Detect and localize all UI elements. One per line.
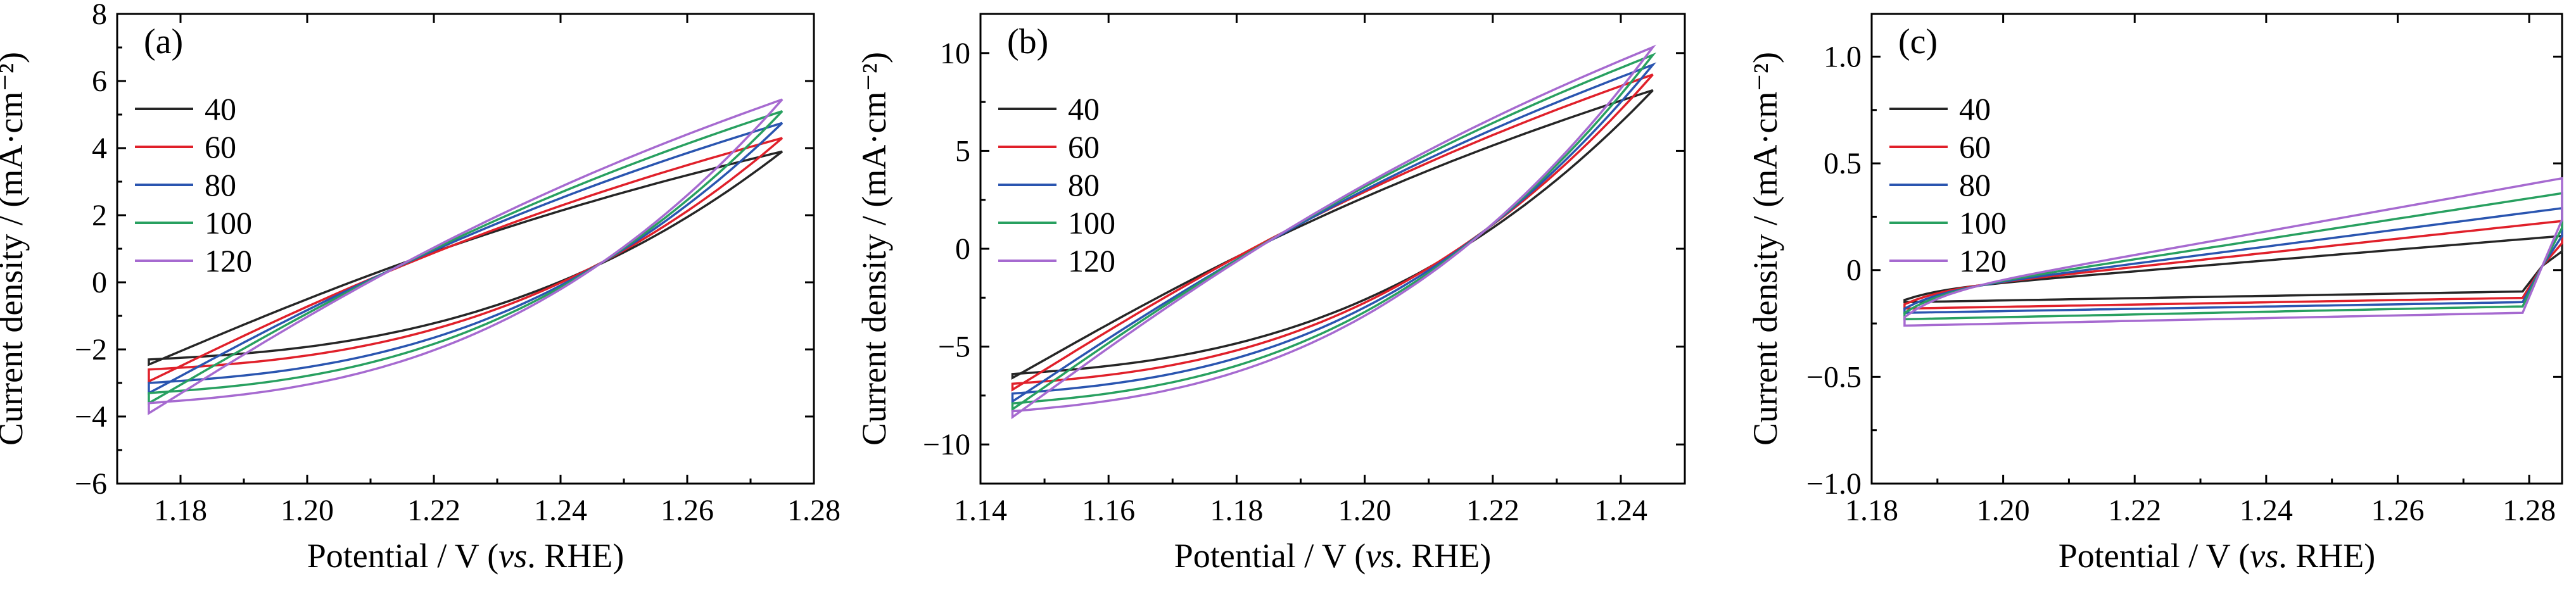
- cv-curve-120: [148, 98, 784, 415]
- legend-label-40: 40: [1959, 91, 1991, 127]
- x-tick-label: 1.22: [2108, 494, 2161, 527]
- x-tick-label: 1.26: [661, 494, 714, 527]
- y-tick-label: 8: [92, 0, 107, 31]
- x-tick-label: 1.22: [407, 494, 460, 527]
- legend-label-100: 100: [205, 205, 252, 241]
- x-tick-label: 1.24: [2240, 494, 2293, 527]
- legend-label-60: 60: [205, 129, 236, 165]
- cv-curve-60: [1011, 73, 1654, 392]
- y-tick-label: 0: [1846, 254, 1862, 287]
- cv-curve-120: [1011, 44, 1656, 420]
- legend-label-60: 60: [1959, 129, 1991, 165]
- x-tick-label: 1.20: [1338, 494, 1392, 527]
- panel-label: (c): [1898, 22, 1938, 61]
- x-axis-label: Potential / V (vs. RHE): [1174, 537, 1491, 575]
- y-axis-label: Current density / (mA·cm⁻²): [1746, 52, 1784, 446]
- y-tick-label: 10: [940, 37, 970, 70]
- y-tick-label: 2: [92, 199, 107, 232]
- panel-a: 1.18 1.20 1.22 1.24 1.26 1.28 −6 −4 −2 0 2 4 6 8 Poten…: [0, 0, 841, 575]
- x-axis-label-italic: vs: [2250, 537, 2278, 575]
- y-tick-label: −4: [75, 400, 107, 434]
- x-tick-label: 1.28: [787, 494, 841, 527]
- y-tick-label: −5: [938, 330, 970, 364]
- legend-label-100: 100: [1959, 205, 2007, 241]
- legend-label-40: 40: [205, 91, 236, 127]
- legend-label-80: 80: [1959, 167, 1991, 203]
- y-tick-label: −6: [75, 467, 107, 501]
- x-tick-label: 1.18: [1845, 494, 1898, 527]
- y-tick-label: −10: [923, 428, 970, 461]
- cv-curve-120: [1903, 177, 2563, 327]
- x-axis-label-italic: vs: [498, 537, 527, 575]
- legend-label-80: 80: [1068, 167, 1100, 203]
- x-axis-label-part: . RHE): [2278, 537, 2375, 575]
- y-tick-label: −1.0: [1806, 467, 1862, 501]
- x-tick-label: 1.14: [954, 494, 1007, 527]
- x-axis-label-part: Potential / V (: [2059, 537, 2250, 575]
- cv-curve-80: [148, 122, 784, 395]
- x-axis-label-italic: vs: [1366, 537, 1394, 575]
- x-axis-label: Potential / V (vs. RHE): [307, 537, 624, 575]
- x-axis-label-part: Potential / V (: [307, 537, 499, 575]
- legend-label-120: 120: [1068, 243, 1115, 279]
- y-tick-label: 1.0: [1824, 40, 1862, 73]
- x-axis-label-part: Potential / V (: [1174, 537, 1366, 575]
- panel-label: (b): [1007, 22, 1048, 61]
- legend-label-100: 100: [1068, 205, 1115, 241]
- y-tick-label: 0: [92, 266, 107, 299]
- x-tick-label: 1.24: [1594, 494, 1647, 527]
- legend-label-40: 40: [1068, 91, 1100, 127]
- x-axis-label-part: . RHE): [1394, 537, 1491, 575]
- y-tick-label: 6: [92, 65, 107, 98]
- cv-curve-40: [148, 150, 784, 366]
- legend-label-120: 120: [1959, 243, 2007, 279]
- legend-label-120: 120: [205, 243, 252, 279]
- legend-label-60: 60: [1068, 129, 1100, 165]
- y-tick-label: 5: [955, 134, 970, 168]
- y-tick-label: 0.5: [1824, 147, 1862, 180]
- panel-c: 1.18 1.20 1.22 1.24 1.26 1.28 −1.0 −0.5 0 0.5 1.0 P…: [1746, 13, 2563, 575]
- y-axis-label: Current density / (mA·cm⁻²): [0, 52, 30, 446]
- x-tick-label: 1.24: [534, 494, 587, 527]
- x-tick-label: 1.16: [1082, 494, 1135, 527]
- y-axis-label: Current density / (mA·cm⁻²): [855, 52, 893, 446]
- x-tick-label: 1.22: [1466, 494, 1520, 527]
- x-tick-label: 1.26: [2371, 494, 2424, 527]
- x-tick-label: 1.28: [2503, 494, 2556, 527]
- x-tick-label: 1.18: [1210, 494, 1263, 527]
- panel-label: (a): [144, 22, 183, 61]
- y-tick-label: −2: [75, 333, 107, 366]
- x-tick-label: 1.20: [1977, 494, 2030, 527]
- cv-curve-100: [1011, 52, 1656, 411]
- y-tick-label: 0: [955, 232, 970, 266]
- x-tick-label: 1.18: [154, 494, 207, 527]
- legend-label-80: 80: [205, 167, 236, 203]
- x-axis-label: Potential / V (vs. RHE): [2059, 537, 2375, 575]
- x-tick-label: 1.20: [281, 494, 334, 527]
- x-axis-label-part: . RHE): [527, 537, 624, 575]
- panel-b: 1.14 1.16 1.18 1.20 1.22 1.24 −10 −5 0 5 10 Potenti…: [855, 13, 1686, 575]
- y-tick-label: 4: [92, 132, 107, 165]
- y-tick-label: −0.5: [1806, 360, 1862, 394]
